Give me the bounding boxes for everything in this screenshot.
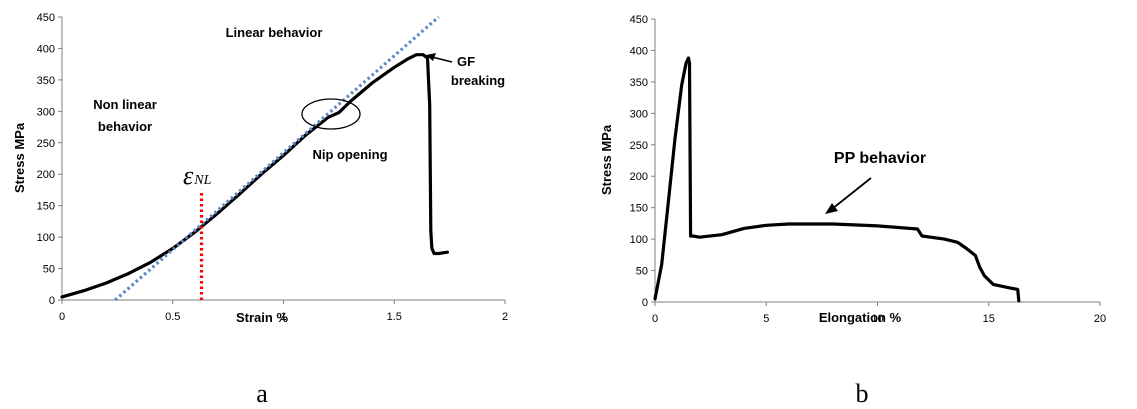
- x-tick-label-a: 2: [502, 311, 508, 323]
- pp-behavior-arrow: [831, 177, 872, 210]
- series-group-b: [653, 56, 1021, 303]
- epsilon-subscript: NL: [193, 173, 211, 188]
- y-tick-label-a: 300: [37, 106, 55, 118]
- epsilon-glyph: ε: [183, 161, 194, 190]
- x-tick-label-b: 15: [983, 313, 995, 325]
- x-tick-label-a: 0: [59, 311, 65, 323]
- series-group-a: [60, 15, 449, 302]
- panel-label-a: a: [256, 379, 268, 408]
- annotation-breaking: breaking: [451, 73, 505, 88]
- y-tick-label-b: 300: [630, 108, 648, 120]
- series-line-dotted-blue: [114, 15, 440, 302]
- y-tick-label-a: 50: [43, 264, 55, 276]
- chart-b: 0 50 100 150 200 250 300 350 400 450 0 5 10 15 20 Elon…: [599, 14, 1106, 408]
- y-tick-label-a: 250: [37, 138, 55, 150]
- annotation-gf: GF: [457, 54, 475, 69]
- y-tick-label-a: 150: [37, 201, 55, 213]
- y-tick-label-b: 250: [630, 140, 648, 152]
- x-tick-label-a: 1.5: [387, 311, 402, 323]
- y-tick-label-a: 450: [37, 12, 55, 24]
- axis-ticks-a: 0 50 100 150 200 250 300 350 400 450 0 0.5 1 1.5 2: [37, 12, 508, 323]
- x-tick-label-b: 5: [763, 313, 769, 325]
- y-tick-label-b: 350: [630, 77, 648, 89]
- y-tick-label-a: 350: [37, 75, 55, 87]
- pp-behavior-arrowhead: [825, 203, 838, 214]
- y-tick-label-b: 150: [630, 203, 648, 215]
- series-line-solid-black: [60, 53, 449, 299]
- y-tick-label-b: 100: [630, 234, 648, 246]
- x-tick-label-a: 1: [280, 311, 286, 323]
- y-axis-label-b: Stress MPa: [599, 124, 614, 195]
- nip-opening-ellipse: [301, 98, 361, 130]
- y-tick-label-b: 50: [636, 266, 648, 278]
- y-tick-label-b: 0: [642, 297, 648, 309]
- annotation-behavior: behavior: [98, 119, 152, 134]
- axis-ticks-b: 0 50 100 150 200 250 300 350 400 450 0 5 10 15 20: [630, 14, 1106, 325]
- y-tick-label-b: 400: [630, 45, 648, 57]
- panel-label-b: b: [856, 379, 869, 408]
- y-tick-label-b: 200: [630, 171, 648, 183]
- series-line-solid-black: [653, 56, 1021, 303]
- annotation-nip-opening: Nip opening: [312, 147, 387, 162]
- epsilon-nl-symbol: εNL: [183, 161, 212, 190]
- annotation-pp-behavior: PP behavior: [834, 150, 926, 167]
- chart-a: 0 50 100 150 200 250 300 350 400 450 0 0.5 1 1.5 2 Str…: [12, 12, 508, 408]
- y-tick-label-a: 400: [37, 43, 55, 55]
- y-axis-label-a: Stress MPa: [12, 122, 27, 193]
- y-tick-label-a: 0: [49, 295, 55, 307]
- annotation-linear-behavior: Linear behavior: [226, 25, 323, 40]
- y-tick-label-a: 200: [37, 169, 55, 181]
- x-tick-label-b: 10: [871, 313, 883, 325]
- y-tick-label-a: 100: [37, 232, 55, 244]
- x-axis-label-a: Strain %: [236, 310, 288, 325]
- annotation-non-linear: Non linear: [93, 97, 157, 112]
- x-tick-label-b: 20: [1094, 313, 1106, 325]
- x-tick-label-b: 0: [652, 313, 658, 325]
- y-tick-label-b: 450: [630, 14, 648, 26]
- x-axis-label-b: Elongation %: [819, 310, 902, 325]
- x-tick-label-a: 0.5: [165, 311, 180, 323]
- gf-breaking-arrowhead: [426, 53, 436, 61]
